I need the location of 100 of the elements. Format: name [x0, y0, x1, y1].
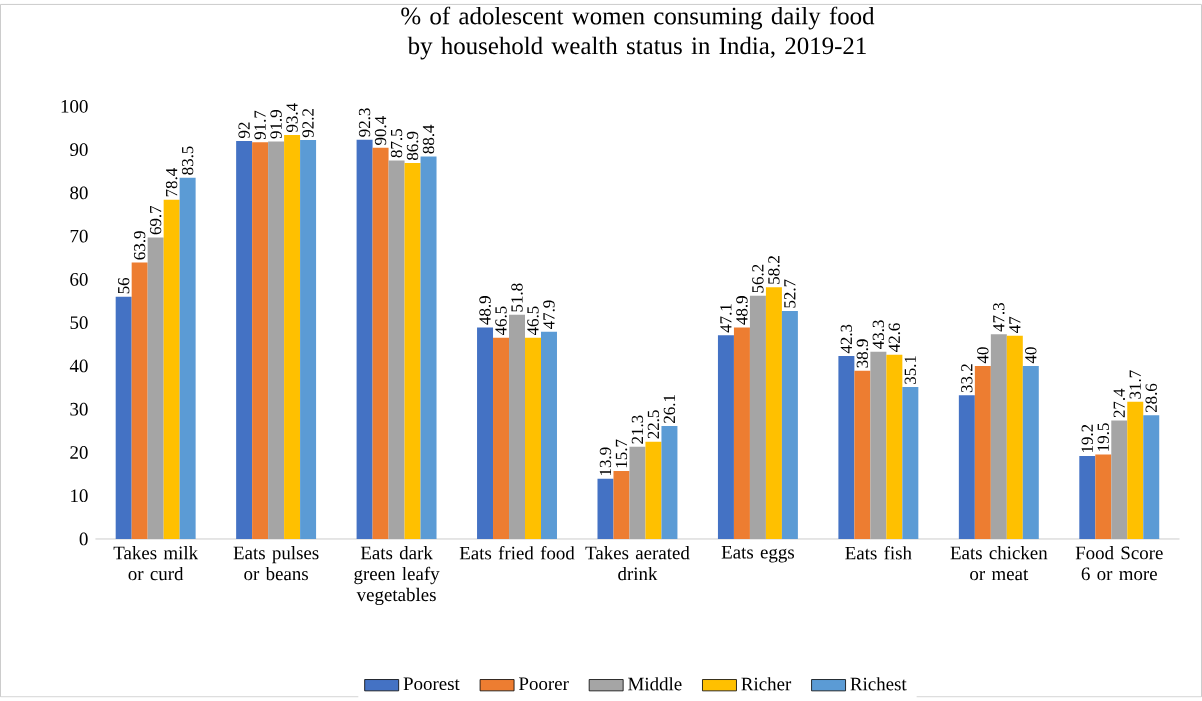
y-tick-label: 50	[70, 316, 88, 329]
data-label: 52.7	[784, 279, 796, 308]
legend-label: Richer	[741, 677, 792, 691]
data-label: 91.7	[254, 110, 266, 140]
bar	[147, 237, 164, 539]
bar	[284, 134, 301, 539]
legend-label: Richest	[850, 677, 907, 691]
y-tick-label: 40	[69, 359, 88, 373]
data-label: 47.1	[720, 304, 732, 333]
data-label: 15.7	[615, 439, 628, 468]
data-label: 47.9	[543, 300, 555, 329]
bar	[1143, 415, 1160, 539]
bar	[300, 140, 317, 539]
data-label: 40	[977, 347, 989, 364]
data-label: 63.9	[133, 231, 146, 260]
bar	[131, 262, 148, 539]
bar	[163, 199, 180, 539]
x-tick-label: Eats dark green leafy vegetables	[354, 545, 440, 605]
data-label: 27.4	[1113, 388, 1126, 418]
x-tick-label: Eats fried food	[459, 545, 575, 560]
bar	[886, 354, 903, 539]
bar	[493, 337, 510, 539]
bar	[388, 160, 405, 539]
bar	[958, 395, 975, 539]
bar	[597, 478, 614, 539]
bar	[1111, 420, 1128, 539]
data-label: 31.7	[1129, 370, 1141, 399]
chart-title: % of adolescent women consuming daily food by household wealth status in India, 2019-21	[401, 6, 875, 60]
data-label: 48.9	[479, 296, 491, 325]
bar	[902, 387, 919, 539]
bar	[509, 314, 526, 539]
legend-label: Middle	[628, 677, 682, 691]
data-label: 90.4	[374, 116, 387, 145]
bar	[236, 140, 253, 539]
data-label: 87.5	[390, 128, 403, 158]
data-label: 22.5	[647, 410, 660, 439]
data-label: 42.6	[888, 323, 901, 352]
data-label: 69.7	[149, 205, 162, 235]
data-label: 93.4	[286, 103, 298, 132]
bar	[179, 177, 196, 539]
bar	[765, 287, 782, 539]
x-tick-label: Eats chicken or meat	[950, 545, 1048, 581]
data-label: 19.5	[1097, 423, 1110, 451]
data-label: 92.2	[302, 108, 314, 138]
data-label: 83.5	[181, 146, 194, 175]
data-label: 92	[238, 122, 250, 138]
bar	[661, 425, 678, 539]
bar	[749, 295, 766, 539]
bar	[629, 446, 646, 539]
y-tick-label: 90	[70, 143, 88, 156]
y-tick-label: 20	[70, 445, 88, 459]
data-label: 92.3	[358, 108, 371, 137]
data-label: 58.2	[768, 256, 780, 284]
data-label: 46.5	[495, 306, 507, 335]
bar	[372, 147, 389, 539]
data-label: 43.3	[872, 320, 885, 349]
bar	[525, 337, 541, 539]
data-label: 51.8	[511, 283, 523, 312]
data-label: 13.9	[599, 447, 612, 475]
bar	[854, 370, 871, 539]
data-label: 38.9	[856, 339, 869, 368]
bar	[252, 142, 269, 539]
bar	[115, 296, 132, 539]
bar	[1022, 365, 1039, 539]
x-tick-label: Takes milk or curd	[113, 545, 199, 581]
data-label: 21.3	[631, 415, 644, 444]
bar	[541, 331, 557, 539]
y-tick-label: 10	[71, 489, 88, 503]
x-tick-label: Eats pulses or beans	[233, 545, 319, 581]
bar	[645, 441, 662, 539]
bar	[1006, 335, 1023, 539]
bar	[1127, 401, 1144, 539]
bar	[990, 334, 1007, 539]
data-label: 33.2	[961, 364, 973, 393]
bar	[613, 470, 630, 539]
bar	[717, 335, 734, 539]
data-label: 35.1	[904, 356, 917, 384]
x-tick-label: Takes aerated drink	[585, 545, 690, 581]
y-tick-label: 60	[70, 272, 88, 286]
data-label: 47	[1009, 316, 1021, 333]
bar	[838, 355, 855, 539]
bar	[974, 365, 991, 539]
data-label: 40	[1025, 347, 1037, 364]
bar	[477, 327, 494, 539]
data-label: 91.9	[270, 109, 282, 139]
data-label: 28.6	[1145, 383, 1157, 413]
data-label: 78.4	[165, 167, 178, 197]
y-tick-label: 70	[70, 229, 88, 243]
y-tick-label: 0	[79, 532, 88, 546]
data-label: 86.9	[406, 131, 419, 160]
data-label: 46.5	[527, 306, 539, 335]
bar	[268, 141, 285, 539]
bar	[356, 139, 373, 539]
data-label: 88.4	[422, 124, 435, 154]
y-tick-label: 80	[70, 186, 88, 200]
x-tick-label: Eats fish	[845, 545, 912, 560]
x-tick-label: Food Score 6 or more	[1075, 545, 1163, 581]
data-label: 47.3	[993, 302, 1005, 332]
bar	[733, 327, 750, 539]
data-label: 48.9	[736, 296, 748, 325]
